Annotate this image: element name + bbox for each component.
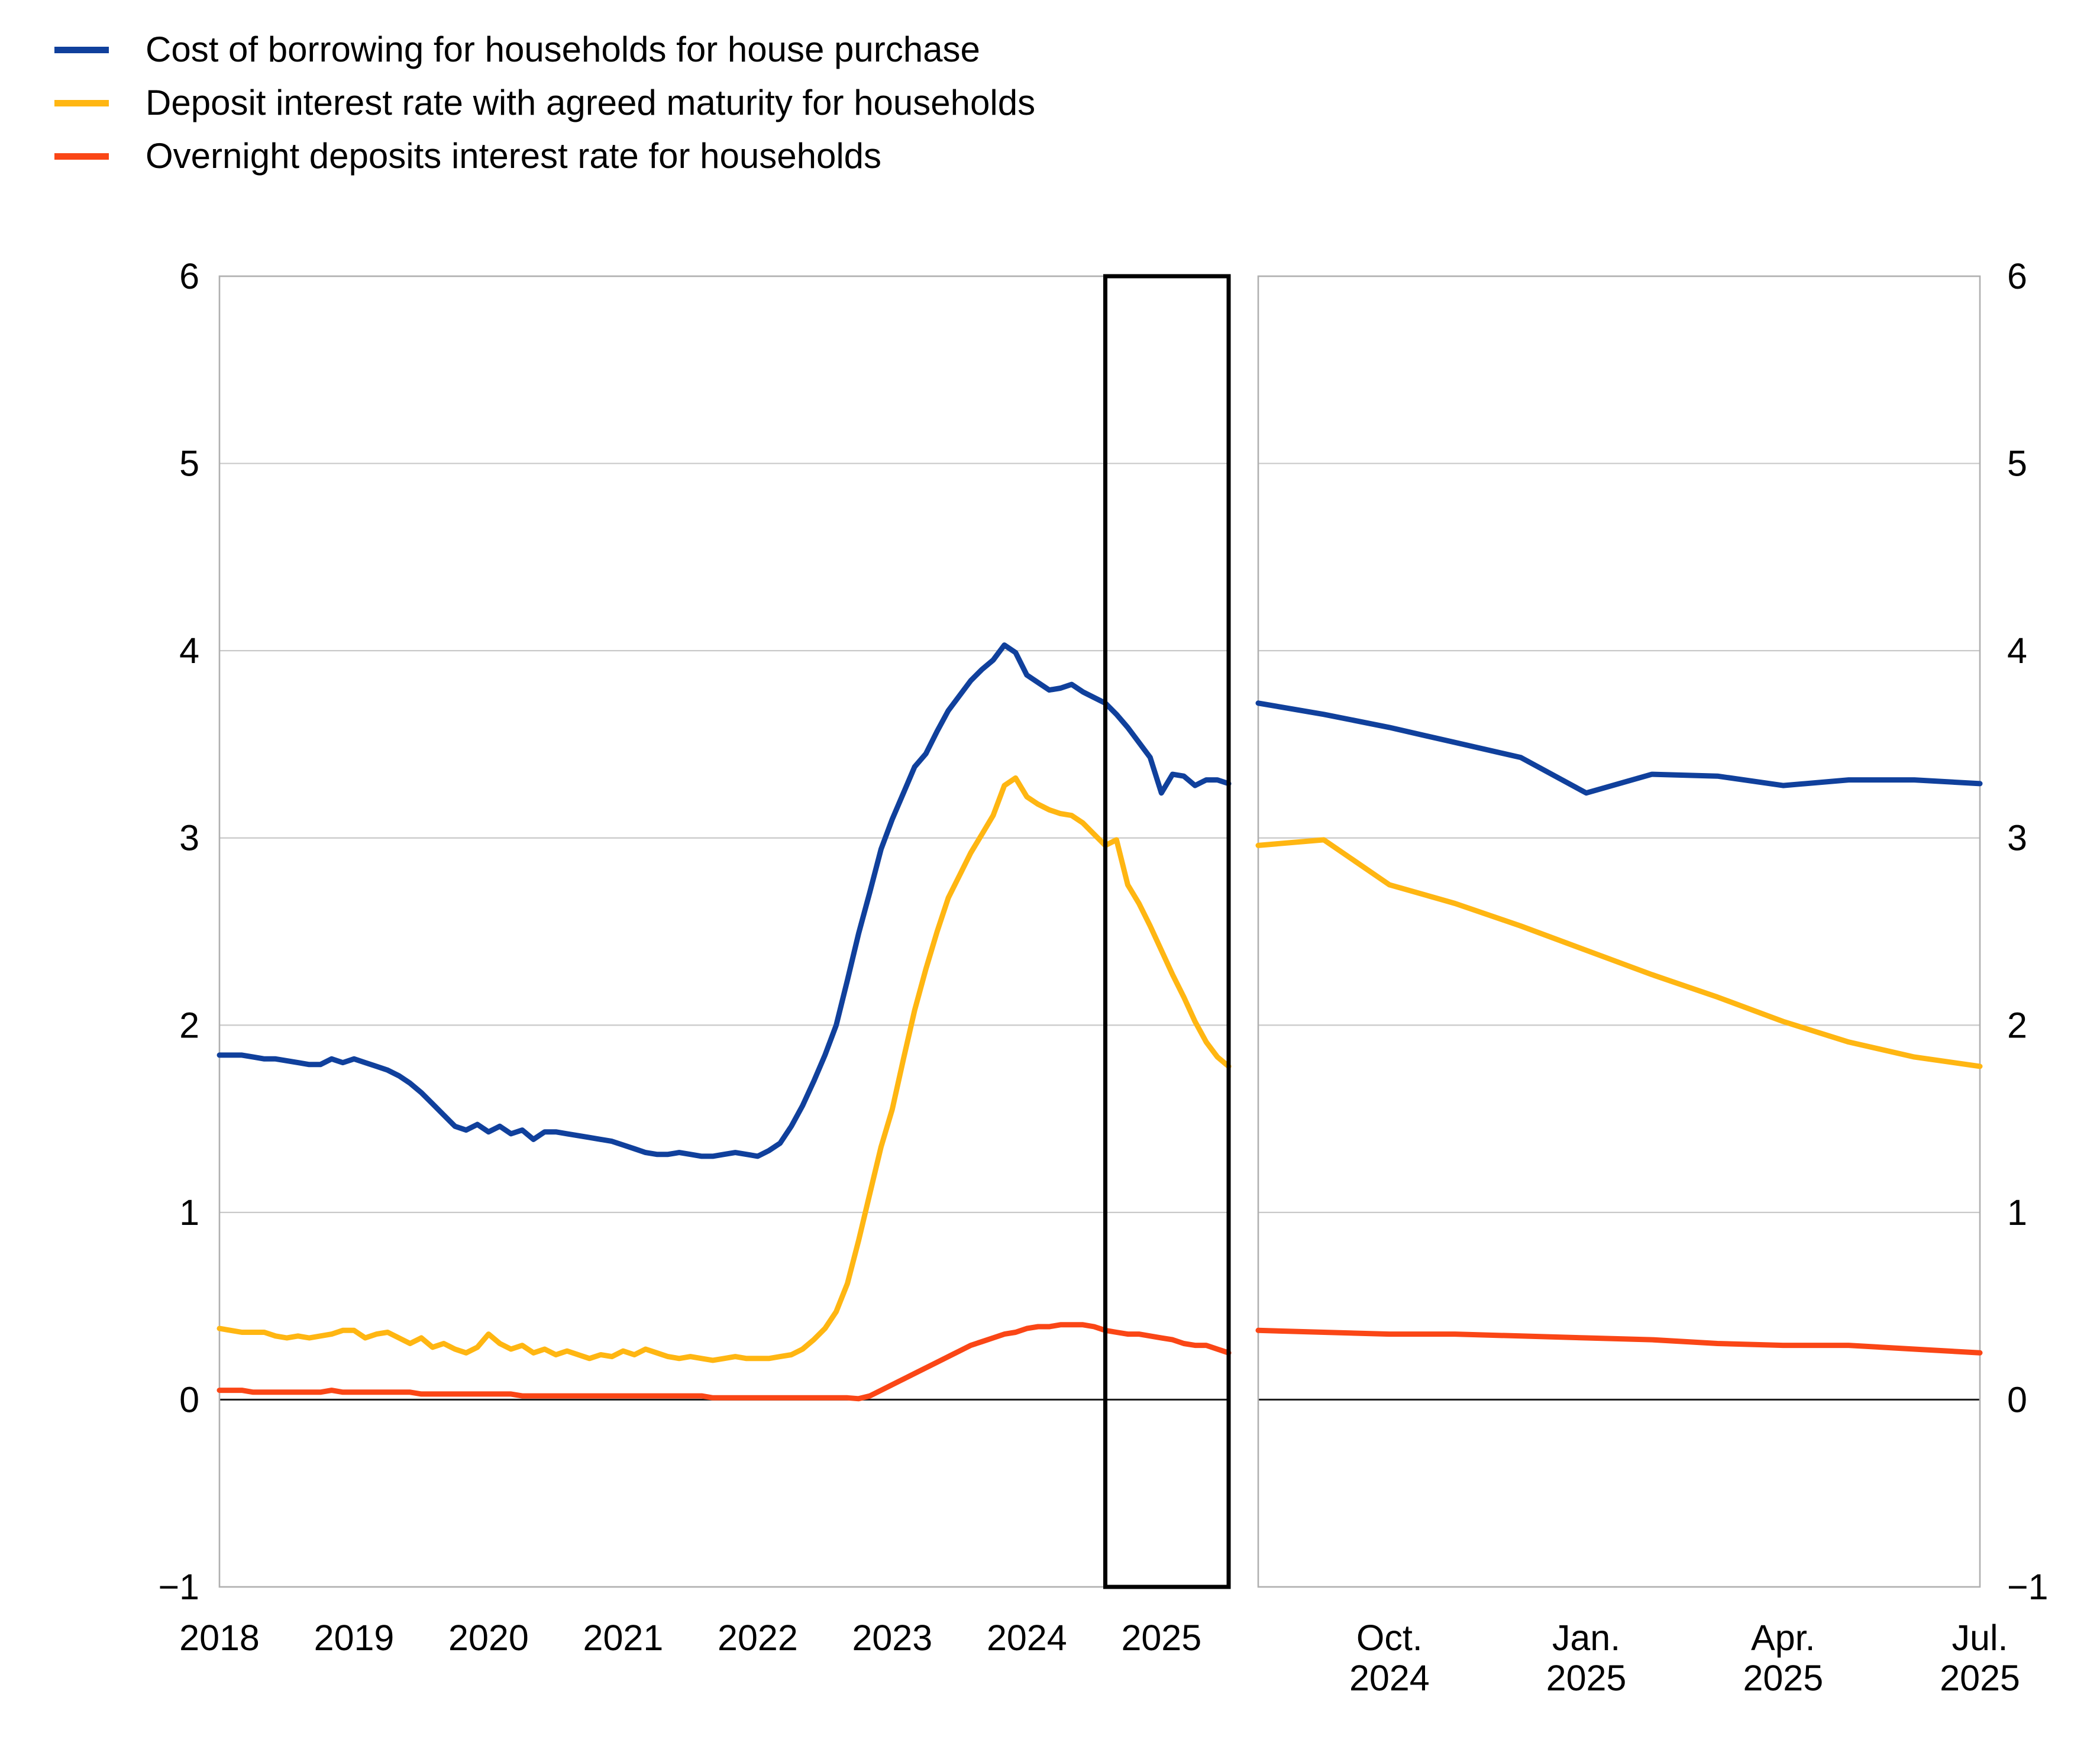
- x-tick-label: 2019: [314, 1618, 395, 1658]
- legend: Cost of borrowing for households for hou…: [54, 31, 1035, 175]
- x-tick-label: Jul. 2025: [1940, 1618, 2020, 1698]
- y-tick-label-left: 2: [179, 1005, 199, 1045]
- y-tick-label-left: 4: [179, 630, 199, 671]
- legend-item-overnight-deposits: Overnight deposits interest rate for hou…: [54, 137, 1035, 175]
- series-line-deposit-interest-rate-with-agreed-maturity-for-households: [217, 775, 1232, 1363]
- x-tick-label: Apr. 2025: [1743, 1618, 1823, 1698]
- y-tick-label-left: −1: [158, 1567, 199, 1607]
- legend-label-deposit-agreed-maturity: Deposit interest rate with agreed maturi…: [146, 83, 1036, 122]
- y-tick-label-right: 4: [2007, 630, 2027, 671]
- x-tick-label: 2024: [987, 1618, 1067, 1658]
- legend-item-cost-of-borrowing: Cost of borrowing for households for hou…: [54, 31, 1035, 69]
- y-tick-label-left: 1: [179, 1192, 199, 1233]
- y-tick-label-right: −1: [2007, 1567, 2049, 1607]
- x-tick-label: 2021: [583, 1618, 664, 1658]
- y-tick-label-left: 3: [179, 818, 199, 858]
- y-tick-label-right: 1: [2007, 1192, 2027, 1233]
- y-tick-label-right: 2: [2007, 1005, 2027, 1045]
- y-tick-label-left: 6: [179, 256, 199, 296]
- y-tick-label-right: 6: [2007, 256, 2027, 296]
- highlight-window-box: [1103, 274, 1231, 1589]
- x-tick-label: 2025: [1121, 1618, 1201, 1658]
- x-tick-label: 2018: [179, 1618, 260, 1658]
- x-tick-label: Jan. 2025: [1546, 1618, 1627, 1698]
- y-tick-label-left: 0: [179, 1379, 199, 1420]
- panel-border: [1257, 275, 1981, 1588]
- series-line-cost-of-borrowing-for-households-for-house-purchase: [1255, 700, 1983, 796]
- x-tick-label: 2023: [852, 1618, 932, 1658]
- series-line-deposit-interest-rate-with-agreed-maturity-for-households: [1255, 837, 1983, 1069]
- legend-label-overnight-deposits: Overnight deposits interest rate for hou…: [146, 136, 882, 176]
- legend-item-deposit-agreed-maturity: Deposit interest rate with agreed maturi…: [54, 84, 1035, 122]
- x-tick-label: Oct. 2024: [1349, 1618, 1430, 1698]
- legend-swatch-overnight-deposits-icon: [54, 153, 109, 160]
- y-tick-label-right: 5: [2007, 444, 2027, 484]
- legend-label-cost-of-borrowing: Cost of borrowing for households for hou…: [146, 30, 980, 69]
- y-tick-label-right: 0: [2007, 1379, 2027, 1420]
- y-tick-label-left: 5: [179, 444, 199, 484]
- legend-swatch-deposit-agreed-maturity-icon: [54, 99, 109, 106]
- legend-swatch-cost-of-borrowing-icon: [54, 46, 109, 53]
- x-tick-label: 2020: [448, 1618, 529, 1658]
- series-line-overnight-deposits-interest-rate-for-households: [1255, 1327, 1983, 1356]
- x-tick-label: 2022: [718, 1618, 798, 1658]
- y-tick-label-right: 3: [2007, 818, 2027, 858]
- series-line-cost-of-borrowing-for-households-for-house-purchase: [217, 642, 1232, 1159]
- series-line-overnight-deposits-interest-rate-for-households: [217, 1322, 1232, 1402]
